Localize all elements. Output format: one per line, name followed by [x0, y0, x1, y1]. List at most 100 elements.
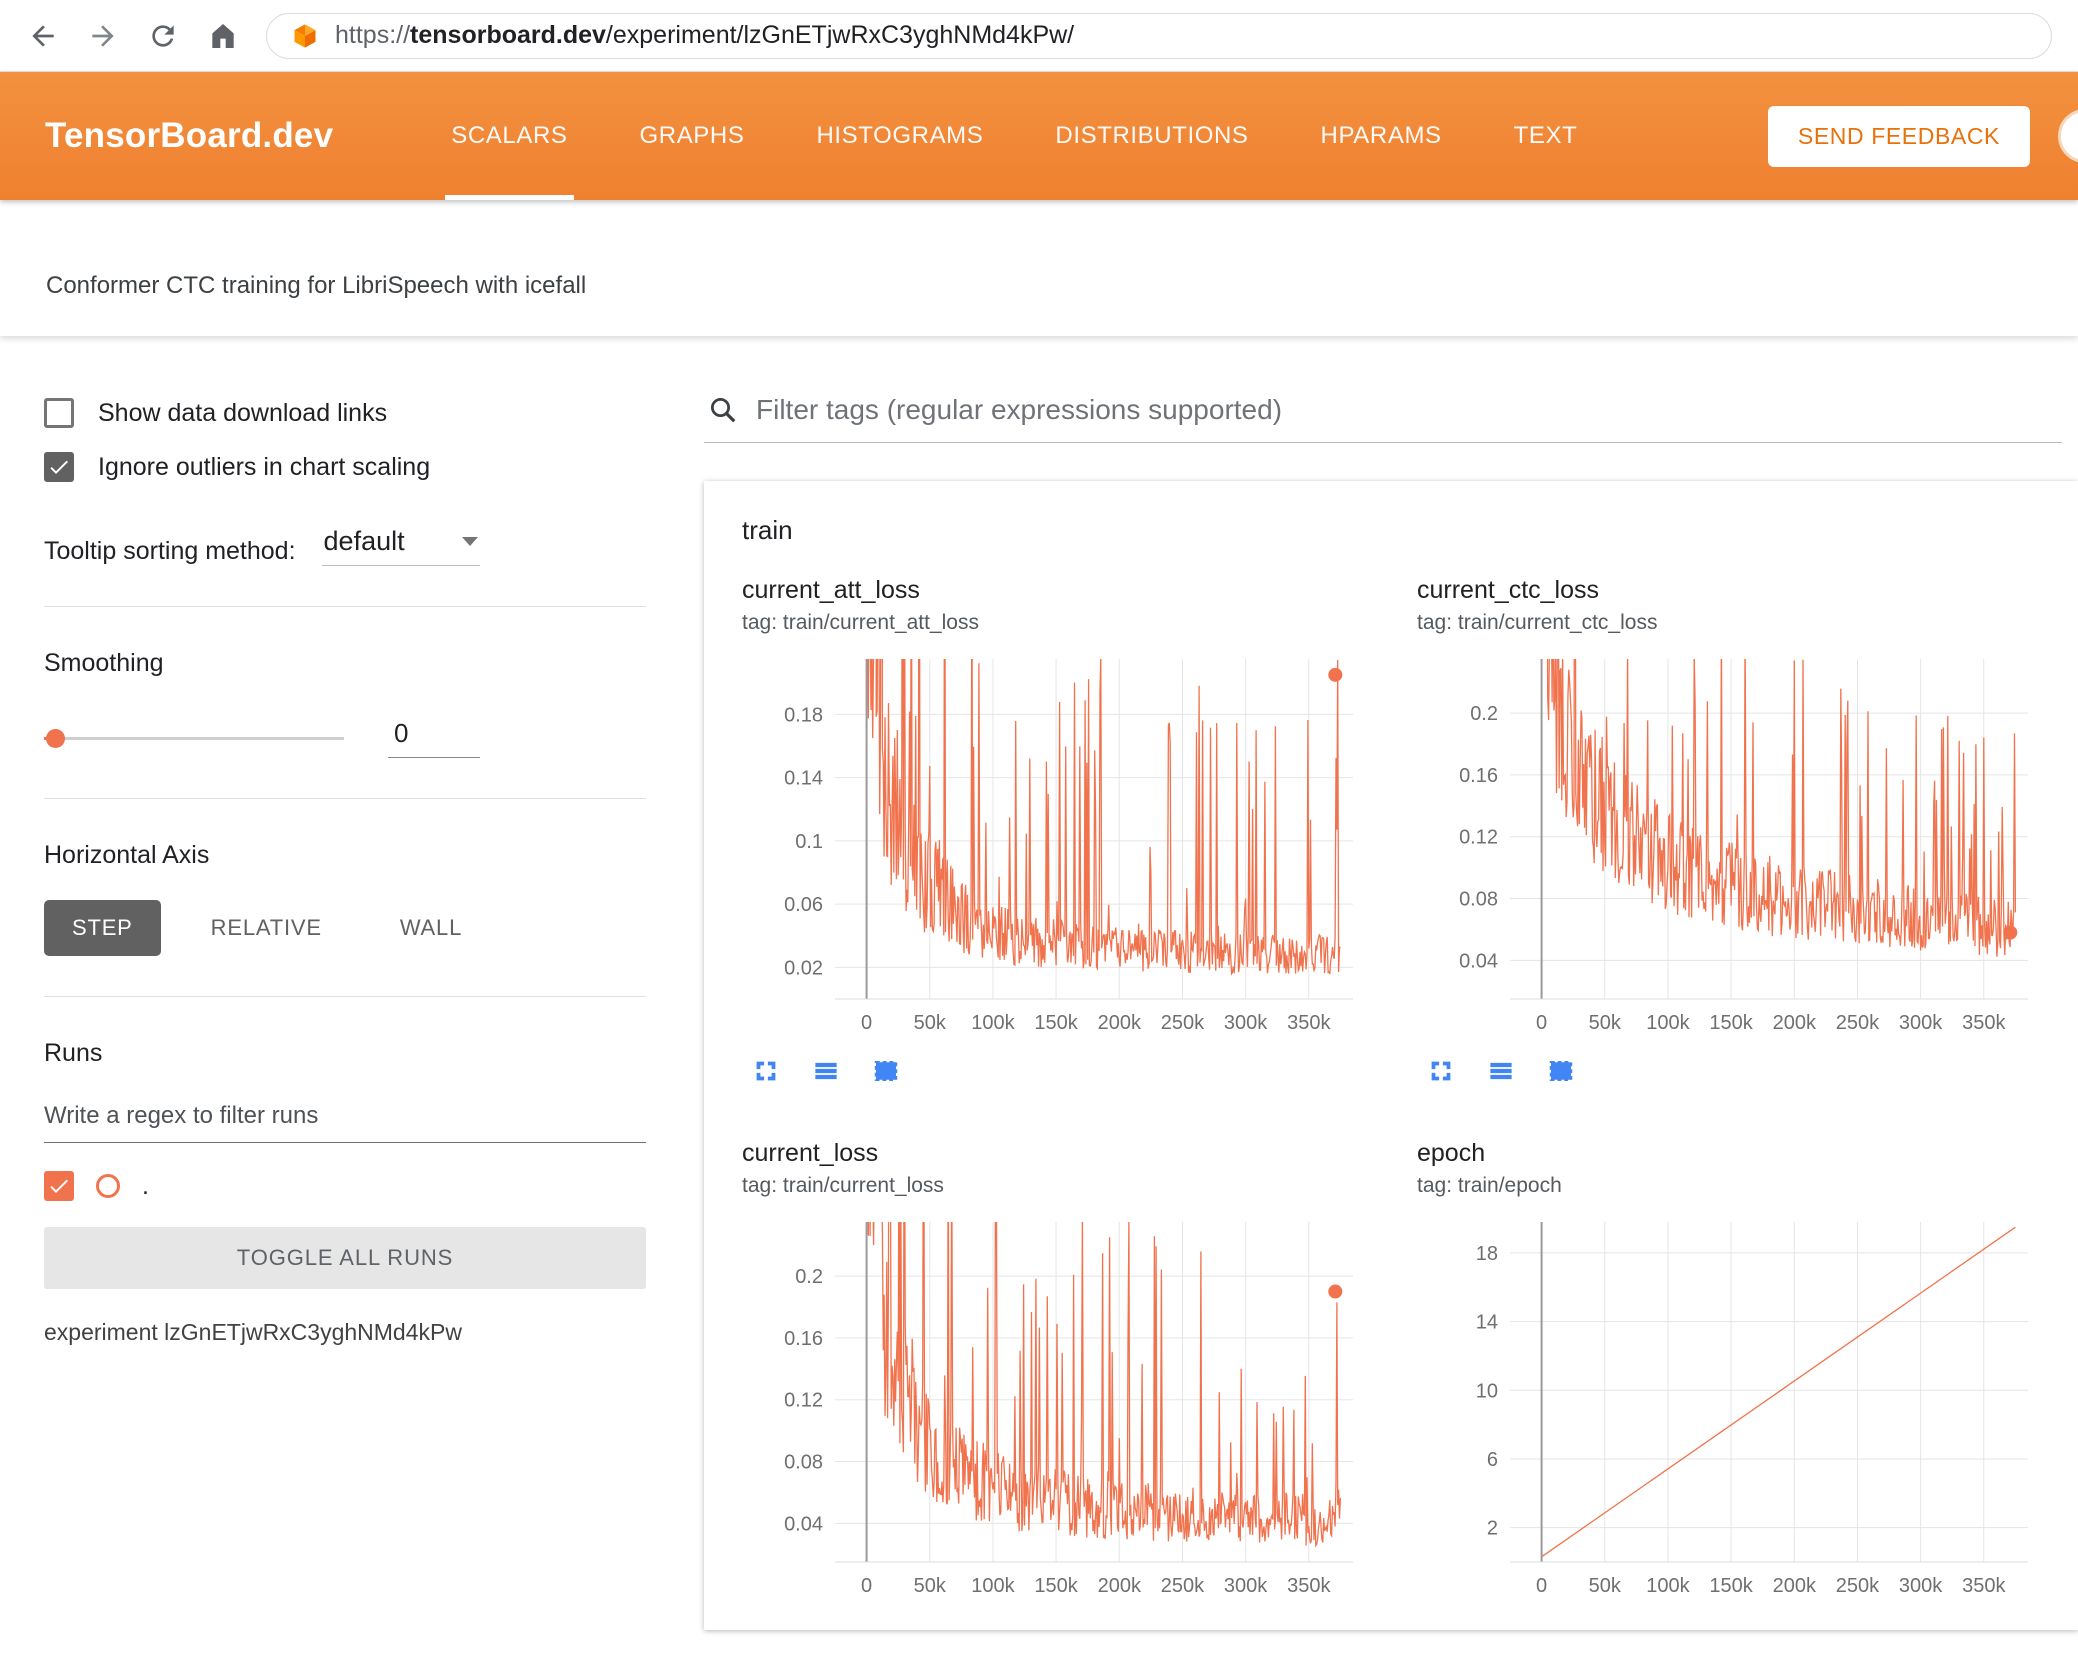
y-tick-label: 0.06: [784, 894, 823, 916]
experiment-id-label: experiment lzGnETjwRxC3yghNMd4kPw: [44, 1319, 462, 1345]
x-tick-label: 300k: [1899, 1012, 1943, 1034]
search-icon: [711, 398, 736, 423]
reload-icon[interactable]: [146, 19, 180, 53]
chart-title: epoch: [1417, 1139, 1486, 1167]
address-bar[interactable]: https://tensorboard.dev/experiment/lzGnE…: [266, 12, 2052, 59]
y-tick-label: 0.2: [795, 1266, 823, 1288]
y-tick-label: 0.14: [784, 768, 823, 790]
chart-title: current_ctc_loss: [1417, 576, 1600, 604]
show-download-checkbox[interactable]: [44, 398, 74, 428]
run-color-swatch: [96, 1174, 120, 1198]
divider: [44, 798, 646, 799]
y-tick-label: 0.08: [784, 1452, 823, 1474]
horizontal-lines-icon[interactable]: [1485, 1055, 1517, 1087]
y-tick-label: 0.04: [784, 1513, 823, 1535]
x-tick-label: 250k: [1836, 1012, 1880, 1034]
chart-canvas[interactable]: 0.02 0.06 0.1 0.14 0.18 0 50k 100k 150k 200k 250k 3…: [742, 647, 1372, 1047]
x-tick-label: 0: [1536, 1575, 1547, 1597]
series-line: [867, 1222, 1342, 1548]
axis-step-button[interactable]: STEP: [44, 900, 161, 956]
ignore-outliers-label: Ignore outliers in chart scaling: [98, 452, 431, 481]
tooltip-sorting-label: Tooltip sorting method:: [44, 537, 296, 565]
experiment-title-bar: Conformer CTC training for LibriSpeech w…: [0, 200, 2078, 336]
filter-tags-input[interactable]: [756, 394, 2058, 426]
y-tick-label: 0.08: [1459, 889, 1498, 911]
x-tick-label: 350k: [1287, 1575, 1331, 1597]
x-tick-label: 50k: [914, 1575, 947, 1597]
x-tick-label: 300k: [1224, 1012, 1268, 1034]
run-checkbox[interactable]: [44, 1171, 74, 1201]
slider-thumb[interactable]: [46, 728, 65, 748]
x-tick-label: 250k: [1161, 1575, 1205, 1597]
tensorboard-favicon-icon: [294, 23, 316, 48]
expand-chart-icon[interactable]: [1425, 1055, 1457, 1087]
url-path: /experiment/lzGnETjwRxC3yghNMd4kPw/: [605, 21, 1075, 49]
x-tick-label: 300k: [1899, 1575, 1943, 1597]
fit-to-frame-icon[interactable]: [1545, 1055, 1577, 1087]
url-text: https://tensorboard.dev/experiment/lzGnE…: [335, 21, 1074, 50]
send-feedback-button[interactable]: SEND FEEDBACK: [1767, 105, 2030, 167]
chart-tag: tag: train/current_loss: [742, 1174, 944, 1197]
chart-toolbar: [742, 1055, 1397, 1087]
runs-filter-input[interactable]: [44, 1092, 646, 1143]
x-tick-label: 250k: [1836, 1575, 1880, 1597]
tab-distributions[interactable]: DISTRIBUTIONS: [1055, 122, 1249, 149]
series-line: [1546, 659, 2017, 957]
tag-group-title[interactable]: train: [742, 515, 793, 545]
tab-text[interactable]: TEXT: [1513, 122, 1578, 149]
chart-epoch: epoch tag: train/epoch 2 6 10 14 18 0 50k 100k 1…: [1397, 1139, 2072, 1610]
last-value-dot: [2003, 925, 2018, 940]
x-tick-label: 0: [861, 1575, 872, 1597]
x-tick-label: 50k: [1589, 1575, 1622, 1597]
chart-canvas[interactable]: 0.04 0.08 0.12 0.16 0.2 0 50k 100k 150k 200k 250k 3…: [1417, 647, 2047, 1047]
chart-current-att-loss: current_att_loss tag: train/current_att_…: [722, 576, 1397, 1087]
tab-histograms[interactable]: HISTOGRAMS: [816, 122, 984, 149]
tooltip-sorting-select[interactable]: default: [321, 524, 480, 566]
smoothing-slider[interactable]: [44, 728, 344, 748]
chart-tag: tag: train/epoch: [1417, 1174, 1562, 1197]
divider: [44, 606, 646, 607]
forward-arrow-icon[interactable]: [86, 19, 120, 53]
toggle-all-runs-button[interactable]: TOGGLE ALL RUNS: [44, 1227, 646, 1289]
smoothing-slider-row: 0: [44, 718, 646, 758]
chart-canvas[interactable]: 2 6 10 14 18 0 50k 100k 150k 200k 250k 300k 350k: [1417, 1210, 2047, 1610]
ignore-outliers-checkbox[interactable]: [44, 452, 74, 482]
back-arrow-icon[interactable]: [26, 19, 60, 53]
x-tick-label: 150k: [1034, 1575, 1078, 1597]
series-line: [867, 659, 1341, 976]
x-tick-label: 250k: [1161, 1012, 1205, 1034]
main-panel: train current_att_loss tag: train/curren…: [690, 336, 2078, 1630]
horizontal-lines-icon[interactable]: [810, 1055, 842, 1087]
show-download-row: Show data download links: [44, 398, 646, 428]
last-value-dot: [1328, 1284, 1343, 1299]
horizontal-axis-label: Horizontal Axis: [44, 841, 210, 869]
x-tick-label: 350k: [1962, 1575, 2006, 1597]
ignore-outliers-row: Ignore outliers in chart scaling: [44, 452, 646, 482]
x-tick-label: 50k: [914, 1012, 947, 1034]
expand-chart-icon[interactable]: [750, 1055, 782, 1087]
show-download-label: Show data download links: [98, 398, 388, 427]
avatar[interactable]: [2058, 109, 2078, 163]
chart-tag: tag: train/current_att_loss: [742, 611, 979, 634]
filter-tags-row: [704, 388, 2062, 443]
tab-graphs[interactable]: GRAPHS: [639, 122, 745, 149]
chart-current-loss: current_loss tag: train/current_loss 0.0…: [722, 1139, 1397, 1610]
y-tick-label: 0.16: [784, 1328, 823, 1350]
y-tick-label: 0.12: [784, 1390, 823, 1412]
home-icon[interactable]: [206, 19, 240, 53]
chart-canvas[interactable]: 0.04 0.08 0.12 0.16 0.2 0 50k 100k 150k 200k 250k 3…: [742, 1210, 1372, 1610]
y-tick-label: 10: [1476, 1380, 1498, 1402]
x-tick-label: 200k: [1773, 1012, 1817, 1034]
smoothing-label: Smoothing: [44, 649, 164, 677]
tab-scalars[interactable]: SCALARS: [445, 72, 573, 200]
horizontal-axis-options: STEP RELATIVE WALL: [44, 900, 646, 956]
axis-relative-button[interactable]: RELATIVE: [183, 900, 350, 956]
fit-to-frame-icon[interactable]: [870, 1055, 902, 1087]
axis-wall-button[interactable]: WALL: [372, 900, 490, 956]
y-tick-label: 6: [1487, 1449, 1498, 1471]
y-tick-label: 0.2: [1470, 703, 1498, 725]
smoothing-value-field[interactable]: 0: [388, 718, 480, 758]
last-value-dot: [1328, 667, 1343, 682]
chart-toolbar: [1417, 1055, 2072, 1087]
tab-hparams[interactable]: HPARAMS: [1320, 122, 1442, 149]
